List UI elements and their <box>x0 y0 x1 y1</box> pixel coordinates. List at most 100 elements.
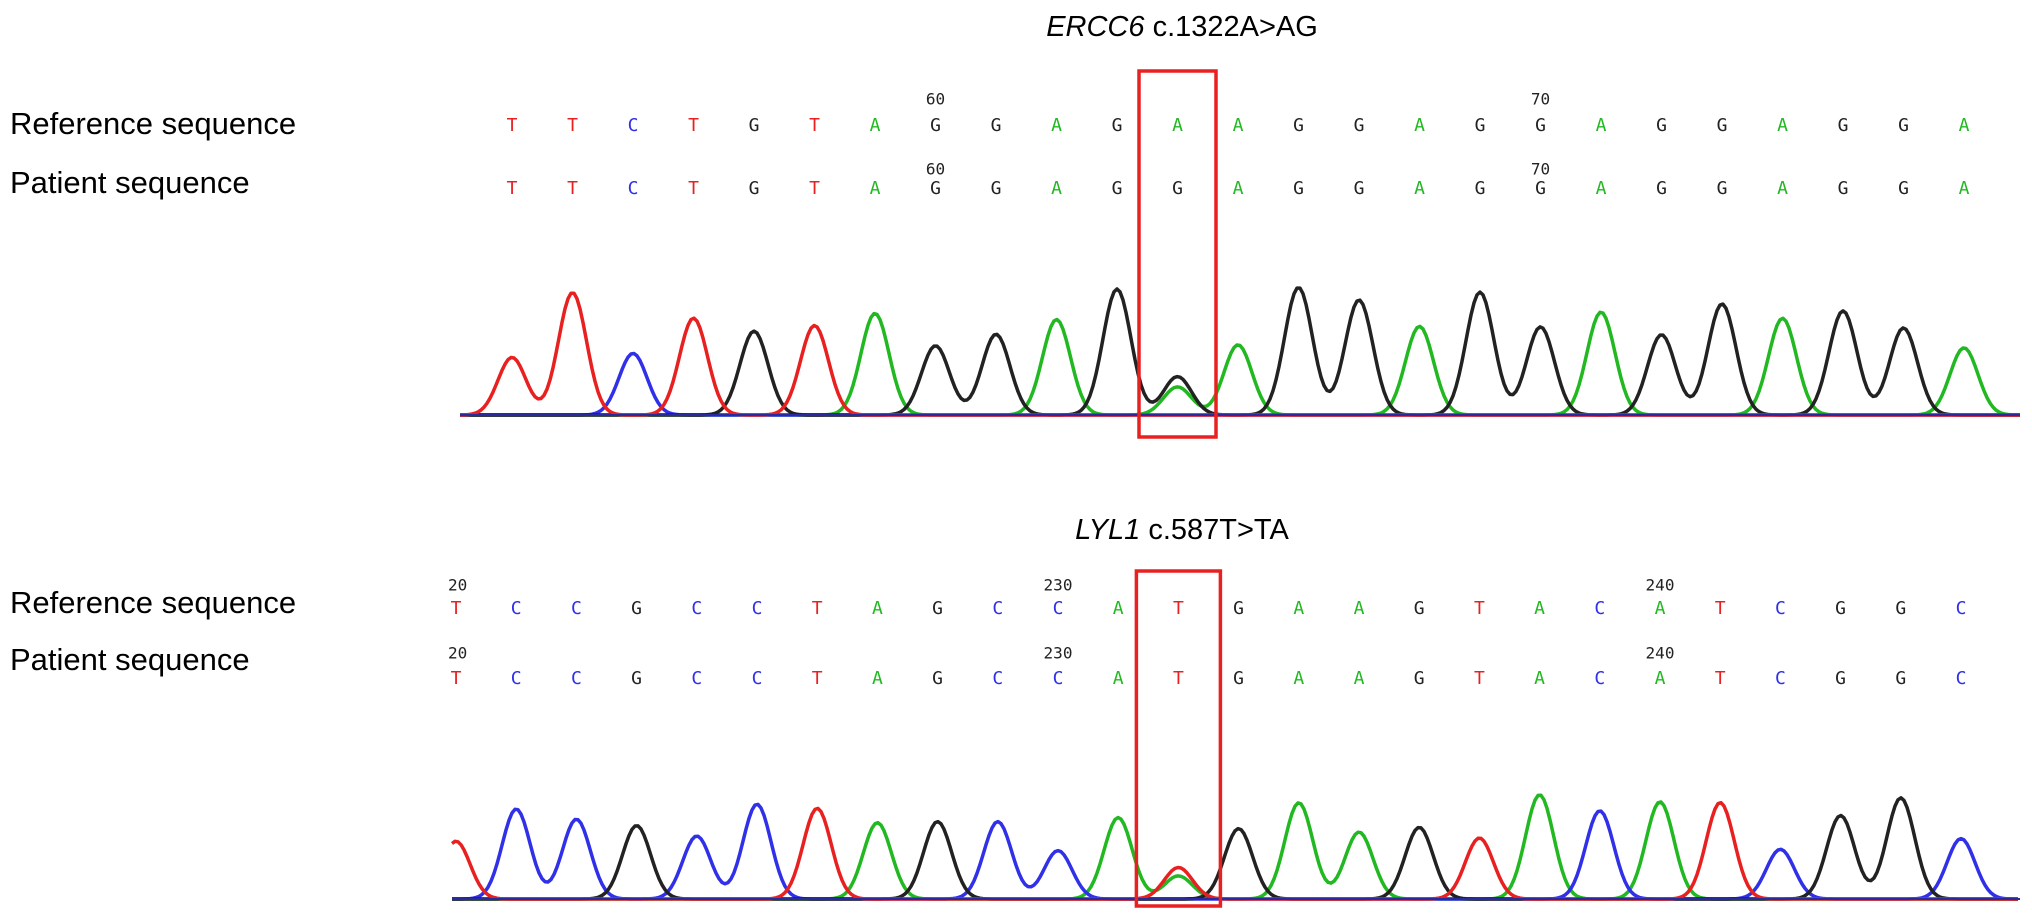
base-call: G <box>1172 178 1183 199</box>
base-call: A <box>1051 178 1062 199</box>
variant: c.587T>TA <box>1148 514 1289 546</box>
base-call: A <box>1233 115 1244 136</box>
base-call: C <box>511 598 522 619</box>
trace <box>460 351 2020 417</box>
base-call: G <box>1535 178 1546 199</box>
base-call: A <box>1959 178 1970 199</box>
base-call: A <box>1596 115 1607 136</box>
gene-name: LYL1 <box>1075 514 1140 546</box>
base-call: C <box>628 178 639 199</box>
base-call: C <box>691 668 702 689</box>
position-number: 240 <box>1646 576 1675 595</box>
base-call: A <box>1354 668 1365 689</box>
base-call: C <box>992 598 1003 619</box>
base-call: G <box>991 115 1002 136</box>
base-call: A <box>1354 598 1365 619</box>
base-call: T <box>1173 668 1184 689</box>
base-call: G <box>930 178 941 199</box>
position-number: 230 <box>1044 644 1073 663</box>
base-call: T <box>812 598 823 619</box>
base-call: G <box>1112 115 1123 136</box>
base-call: A <box>1414 115 1425 136</box>
trace <box>460 310 2021 417</box>
gene-name: ERCC6 <box>1046 11 1145 43</box>
base-call: A <box>1233 178 1244 199</box>
base-call: G <box>1354 115 1365 136</box>
trace <box>460 286 2020 417</box>
base-call: T <box>688 115 699 136</box>
base-call: C <box>1594 598 1605 619</box>
base-call: C <box>1956 598 1967 619</box>
base-call: G <box>631 668 642 689</box>
base-call: G <box>1414 598 1425 619</box>
base-call: G <box>1233 598 1244 619</box>
base-call: T <box>451 598 462 619</box>
base-call: G <box>1475 178 1486 199</box>
base-call: C <box>691 598 702 619</box>
base-call: C <box>571 598 582 619</box>
base-call: C <box>628 115 639 136</box>
base-call: T <box>451 668 462 689</box>
position-number: 20 <box>448 576 467 595</box>
base-call: G <box>1835 668 1846 689</box>
base-call: G <box>631 598 642 619</box>
row-label: Patient sequence <box>10 165 250 200</box>
base-call: A <box>1655 598 1666 619</box>
row-label: Reference sequence <box>10 106 296 141</box>
base-call: G <box>1895 598 1906 619</box>
panel-title: LYL1 c.587T>TA <box>1075 514 1289 546</box>
space <box>1140 514 1148 546</box>
space <box>1145 11 1153 43</box>
base-call: A <box>1113 598 1124 619</box>
base-call: A <box>1534 668 1545 689</box>
row-label: Reference sequence <box>10 585 296 620</box>
base-call: C <box>992 668 1003 689</box>
base-call: G <box>1656 115 1667 136</box>
base-call: G <box>1898 115 1909 136</box>
base-call: A <box>1172 115 1183 136</box>
base-call: G <box>749 115 760 136</box>
base-call: A <box>1293 668 1304 689</box>
position-number: 230 <box>1044 576 1073 595</box>
variant: c.1322A>AG <box>1153 11 1318 43</box>
base-call: G <box>1293 178 1304 199</box>
base-call: G <box>749 178 760 199</box>
base-call: G <box>932 598 943 619</box>
base-call: C <box>1053 598 1064 619</box>
base-call: A <box>1959 115 1970 136</box>
base-call: A <box>1534 598 1545 619</box>
base-call: C <box>752 668 763 689</box>
base-call: G <box>1233 668 1244 689</box>
base-call: T <box>688 178 699 199</box>
base-call: C <box>571 668 582 689</box>
base-call: A <box>1777 178 1788 199</box>
position-number: 70 <box>1531 160 1550 179</box>
highlight-box <box>1137 69 1218 439</box>
base-call: C <box>752 598 763 619</box>
base-call: G <box>932 668 943 689</box>
position-number: 20 <box>448 644 467 663</box>
base-call: G <box>1354 178 1365 199</box>
base-call: G <box>991 178 1002 199</box>
base-call: T <box>567 178 578 199</box>
base-call: A <box>1655 668 1666 689</box>
base-call: A <box>870 115 881 136</box>
position-number: 70 <box>1531 90 1550 109</box>
base-call: A <box>1777 115 1788 136</box>
base-call: A <box>872 668 883 689</box>
base-call: C <box>1053 668 1064 689</box>
trace <box>452 802 2018 901</box>
base-call: G <box>1717 178 1728 199</box>
base-call: T <box>809 178 820 199</box>
base-call: C <box>1775 668 1786 689</box>
base-call: T <box>507 178 518 199</box>
base-call: G <box>1535 115 1546 136</box>
base-call: G <box>1898 178 1909 199</box>
base-call: G <box>930 115 941 136</box>
position-number: 240 <box>1646 644 1675 663</box>
base-call: G <box>1475 115 1486 136</box>
base-call: G <box>1414 668 1425 689</box>
base-call: T <box>1715 668 1726 689</box>
base-call: A <box>870 178 881 199</box>
base-call: G <box>1895 668 1906 689</box>
